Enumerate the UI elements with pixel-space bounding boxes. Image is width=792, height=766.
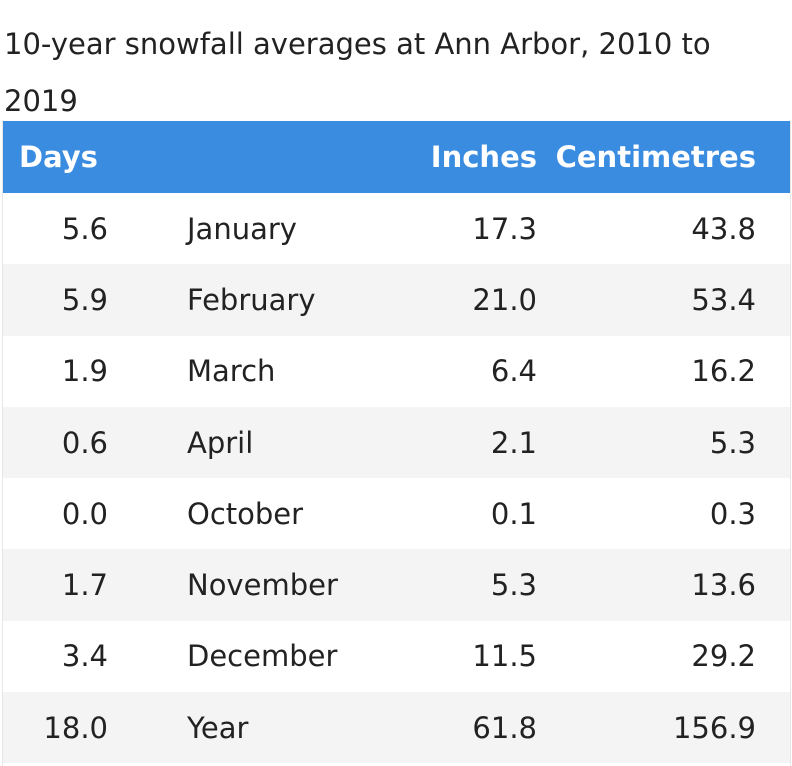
table-row: 5.9 February 21.0 53.4 xyxy=(3,264,790,336)
cell-centimetres: 29.2 xyxy=(691,639,756,674)
column-header-month xyxy=(151,121,381,193)
cell-days: 18.0 xyxy=(43,710,108,745)
cell-centimetres: 13.6 xyxy=(691,568,756,603)
cell-inches: 11.5 xyxy=(472,639,537,674)
cell-inches: 21.0 xyxy=(472,282,537,317)
cell-inches: 61.8 xyxy=(472,710,537,745)
table-header-row: Days Inches Centimetres xyxy=(3,121,790,193)
column-header-days: Days xyxy=(19,140,98,174)
cell-inches: 2.1 xyxy=(490,425,537,460)
table-row: 5.6 January 17.3 43.8 xyxy=(3,193,790,264)
cell-month: Year xyxy=(187,710,249,745)
column-header-centimetres: Centimetres xyxy=(555,140,756,174)
cell-month: November xyxy=(187,568,338,603)
snowfall-table: Days Inches Centimetres 5.6 January 17.3 43… xyxy=(2,121,791,766)
cell-inches: 0.1 xyxy=(490,496,537,531)
cell-centimetres: 16.2 xyxy=(691,354,756,389)
table-row: 18.0 Year 61.8 156.9 xyxy=(3,692,790,764)
cell-month: April xyxy=(187,425,254,460)
table-row: 1.9 March 6.4 16.2 xyxy=(3,336,790,407)
cell-centimetres: 53.4 xyxy=(691,282,756,317)
cell-days: 0.6 xyxy=(61,425,108,460)
cell-centimetres: 0.3 xyxy=(709,496,756,531)
column-header-inches: Inches xyxy=(430,140,537,174)
table-caption: 10-year snowfall averages at Ann Arbor, … xyxy=(4,27,711,118)
cell-days: 1.7 xyxy=(61,568,108,603)
table-row: 1.7 November 5.3 13.6 xyxy=(3,549,790,621)
table-row: 3.4 December 11.5 29.2 xyxy=(3,621,790,692)
cell-month: January xyxy=(187,211,297,246)
cell-inches: 6.4 xyxy=(490,354,537,389)
cell-days: 5.9 xyxy=(61,282,108,317)
table-row: 0.0 October 0.1 0.3 xyxy=(3,478,790,549)
cell-days: 0.0 xyxy=(61,496,108,531)
cell-centimetres: 156.9 xyxy=(672,710,756,745)
cell-month: December xyxy=(187,639,338,674)
cell-centimetres: 43.8 xyxy=(691,211,756,246)
cell-days: 5.6 xyxy=(61,211,108,246)
cell-month: March xyxy=(187,354,276,389)
cell-days: 3.4 xyxy=(61,639,108,674)
table-body: 5.6 January 17.3 43.8 5.9 February 21.0 53.4 1.9… xyxy=(3,193,790,764)
cell-inches: 17.3 xyxy=(472,211,537,246)
cell-month: February xyxy=(187,282,316,317)
cell-inches: 5.3 xyxy=(490,568,537,603)
cell-days: 1.9 xyxy=(61,354,108,389)
table-row: 0.6 April 2.1 5.3 xyxy=(3,406,790,479)
cell-centimetres: 5.3 xyxy=(709,425,756,460)
cell-month: October xyxy=(187,496,304,531)
